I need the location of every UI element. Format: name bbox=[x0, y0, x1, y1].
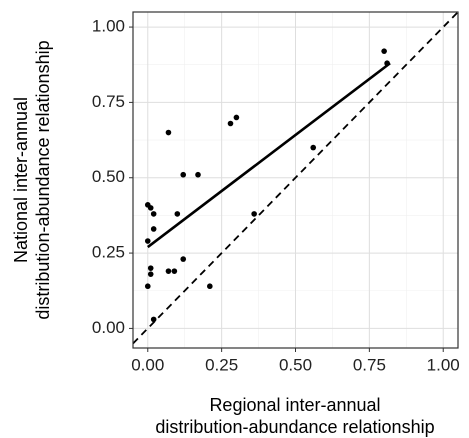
x-axis-label: Regional inter-annual bbox=[209, 395, 380, 415]
y-axis-label: National inter-annual bbox=[11, 97, 31, 263]
regression-line bbox=[146, 62, 391, 249]
x-tick-label: 0.00 bbox=[131, 355, 164, 374]
y-tick-label: 0.25 bbox=[92, 243, 125, 262]
y-tick-label: 0.75 bbox=[92, 92, 125, 111]
x-axis-label: distribution-abundance relationship bbox=[155, 417, 434, 437]
point bbox=[147, 265, 154, 271]
point bbox=[174, 211, 181, 217]
point bbox=[381, 48, 387, 54]
x-tick-label: 1.00 bbox=[427, 355, 460, 374]
y-tick-label: 0.00 bbox=[92, 318, 125, 337]
point bbox=[227, 120, 234, 127]
x-tick-label: 0.50 bbox=[279, 355, 312, 374]
point bbox=[147, 271, 154, 277]
y-tick-label: 0.50 bbox=[92, 167, 125, 186]
point bbox=[180, 256, 187, 262]
point bbox=[165, 268, 172, 274]
point bbox=[144, 283, 151, 290]
point bbox=[384, 60, 390, 67]
point bbox=[180, 171, 187, 178]
y-axis-label: distribution-abundance relationship bbox=[33, 40, 53, 319]
point bbox=[150, 226, 157, 232]
point bbox=[150, 211, 157, 217]
point bbox=[165, 129, 172, 136]
identity-line bbox=[132, 11, 459, 345]
point bbox=[150, 316, 157, 323]
point bbox=[207, 283, 213, 290]
y-tick-label: 1.00 bbox=[92, 17, 125, 36]
point bbox=[251, 211, 257, 217]
point bbox=[147, 205, 154, 211]
point bbox=[233, 114, 240, 121]
panel-border bbox=[132, 11, 459, 349]
x-tick-label: 0.75 bbox=[353, 355, 386, 374]
point bbox=[144, 238, 151, 244]
point bbox=[171, 268, 178, 274]
point bbox=[310, 144, 317, 151]
x-tick-label: 0.25 bbox=[205, 355, 238, 374]
point bbox=[195, 171, 201, 178]
